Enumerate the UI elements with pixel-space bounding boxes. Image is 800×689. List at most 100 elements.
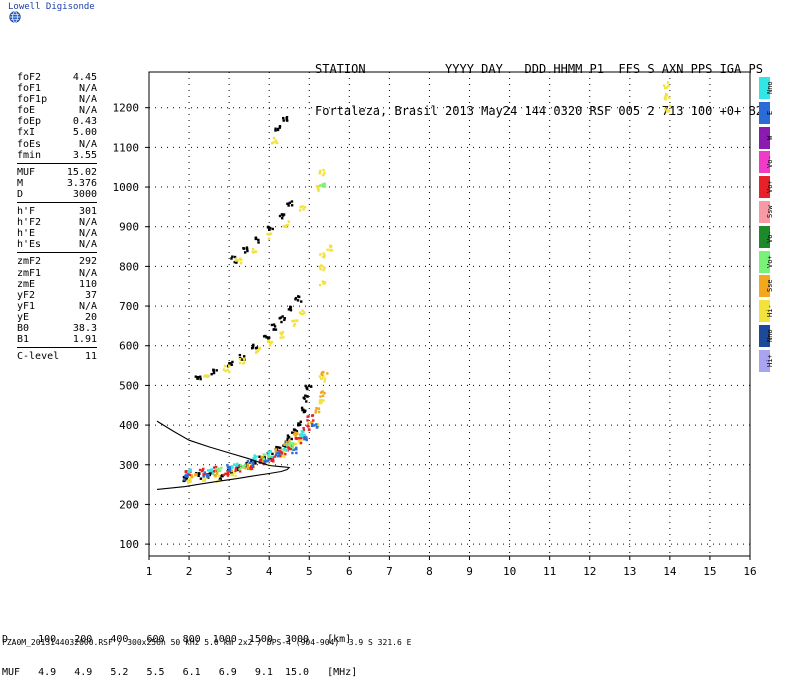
echo-point <box>295 437 298 441</box>
echo-point <box>664 95 667 98</box>
param-row: D 3000 <box>17 189 97 200</box>
echo-point <box>321 390 325 394</box>
echo-point <box>321 185 325 188</box>
param-value: 3.376 <box>66 177 97 189</box>
echo-point <box>231 255 234 258</box>
echo-point <box>286 202 289 206</box>
param-label: foEp <box>17 116 42 128</box>
echo-point <box>201 468 204 472</box>
echo-point <box>292 319 296 323</box>
echo-point <box>230 471 233 474</box>
echo-point <box>254 462 257 465</box>
param-label: h'F2 <box>17 217 42 229</box>
param-row: foF1 N/A <box>17 83 97 94</box>
x-tick-label: 13 <box>623 565 636 578</box>
param-label: foF2 <box>17 72 42 83</box>
echo-point <box>299 312 303 316</box>
param-label: foF1p <box>17 94 48 106</box>
echo-point <box>230 473 233 477</box>
echo-point <box>288 441 292 444</box>
echo-point <box>227 370 231 373</box>
echo-point <box>273 455 277 458</box>
echo-point <box>230 363 233 366</box>
echo-point <box>264 460 267 463</box>
echo-point <box>198 472 201 476</box>
echo-point <box>321 280 325 283</box>
echo-point <box>319 184 322 187</box>
echo-point <box>322 370 325 374</box>
echo-point <box>281 214 285 217</box>
echo-point <box>206 473 209 477</box>
echo-point <box>263 458 267 462</box>
echo-point <box>664 97 667 101</box>
echo-point <box>314 423 318 426</box>
echo-point <box>236 259 240 262</box>
echo-point <box>319 391 323 394</box>
echo-point <box>314 409 318 412</box>
echo-point <box>268 344 272 347</box>
echo-point <box>212 470 216 473</box>
echo-point <box>307 384 311 388</box>
echo-point <box>283 317 286 320</box>
echo-point <box>328 244 332 247</box>
echo-point <box>260 455 264 459</box>
echo-point <box>285 117 288 120</box>
echo-point <box>299 441 303 445</box>
echo-point <box>204 374 207 377</box>
param-value: 3000 <box>72 188 97 200</box>
echo-point <box>198 468 202 472</box>
y-tick-label: 500 <box>119 379 139 392</box>
echo-point <box>289 447 293 451</box>
echo-point <box>665 86 669 89</box>
echo-point <box>267 458 270 462</box>
echo-point <box>278 126 281 129</box>
echo-point <box>285 118 289 122</box>
echo-point <box>271 452 274 456</box>
echo-point <box>231 360 234 364</box>
echo-point <box>278 453 281 457</box>
echo-point <box>285 444 289 447</box>
lowell-digisonde-logo-text: Lowell Digisonde <box>8 2 95 12</box>
echo-point <box>286 437 289 440</box>
echo-point <box>281 454 284 458</box>
echo-point <box>250 465 253 468</box>
echo-point <box>319 267 322 271</box>
echo-point <box>230 465 234 468</box>
echo-point <box>209 468 212 472</box>
muf-distance-table: D 100 200 400 600 800 1000 1500 3000 [km… <box>2 612 357 689</box>
echo-point <box>283 447 286 450</box>
echo-point <box>271 227 274 231</box>
echo-point <box>270 340 274 344</box>
legend-swatch: Vo- <box>759 151 774 174</box>
x-tick-label: 3 <box>226 565 233 578</box>
echo-point <box>302 426 305 430</box>
echo-point <box>289 305 292 309</box>
echo-point <box>252 343 255 347</box>
echo-point <box>291 446 295 450</box>
echo-point <box>208 473 212 477</box>
echo-point <box>228 468 232 471</box>
x-tick-label: 15 <box>703 565 716 578</box>
y-tick-label: 700 <box>119 300 139 313</box>
echo-point <box>291 320 294 323</box>
param-row: h'E N/A <box>17 228 97 239</box>
echo-point <box>322 173 325 177</box>
x-tick-label: 11 <box>543 565 556 578</box>
echo-point <box>317 187 320 191</box>
echo-point <box>263 453 267 457</box>
echo-point <box>219 478 222 481</box>
y-tick-label: 1100 <box>113 141 140 154</box>
param-value: N/A <box>78 138 97 150</box>
param-label: MUF <box>17 166 36 178</box>
param-row: zmF1 N/A <box>17 268 97 279</box>
echo-point <box>233 255 237 259</box>
legend-swatch: Nno <box>759 324 774 347</box>
echo-point <box>297 437 301 440</box>
echo-point <box>228 465 232 469</box>
echo-point <box>266 460 269 463</box>
param-value: N/A <box>78 83 97 95</box>
echo-point <box>266 339 270 343</box>
param-value: N/A <box>78 239 97 251</box>
echo-point <box>286 434 290 437</box>
echo-point <box>268 228 271 231</box>
